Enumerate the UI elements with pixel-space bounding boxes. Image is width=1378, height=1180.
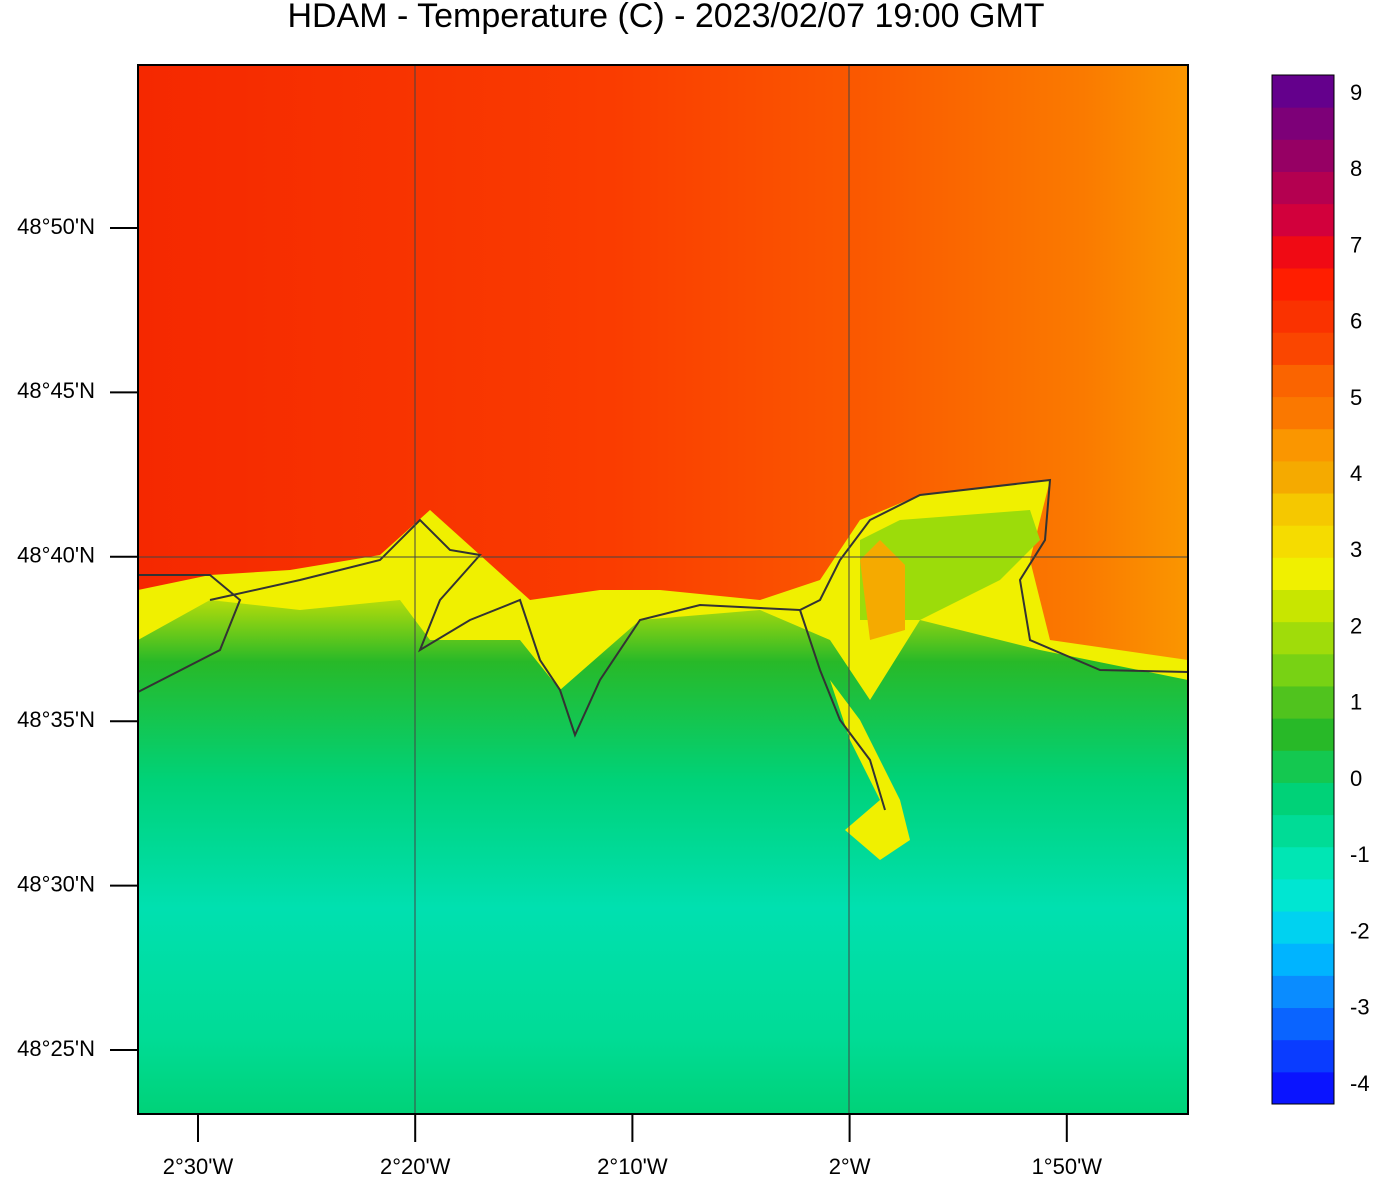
colorbar-segment	[1272, 782, 1334, 816]
colorbar-label: 6	[1350, 309, 1362, 334]
title: HDAM - Temperature (C) - 2023/02/07 19:0…	[287, 0, 1044, 35]
y-tick-label: 48°25'N	[17, 1036, 95, 1061]
colorbar: 9 8 7 6 5 4 3 2 1 0 -1 -2 -3 -4	[1271, 74, 1370, 1105]
x-tick-label: 2°30'W	[163, 1154, 234, 1179]
colorbar-frame	[1271, 74, 1335, 1105]
colorbar-segment	[1272, 396, 1334, 430]
x-tick-label: 1°50'W	[1032, 1154, 1103, 1179]
colorbar-segment	[1272, 975, 1334, 1009]
land-field	[138, 600, 1188, 1114]
colorbar-segment	[1272, 718, 1334, 751]
land-patch	[860, 540, 905, 640]
colorbar-label: 3	[1350, 537, 1362, 562]
x-tick-label: 2°10'W	[597, 1154, 668, 1179]
colorbar-label: -3	[1350, 995, 1370, 1020]
colorbar-label: 8	[1350, 156, 1362, 181]
colorbar-segment	[1272, 203, 1334, 237]
colorbar-label: -2	[1350, 918, 1370, 943]
land-patch	[830, 680, 910, 860]
coastline	[799, 609, 886, 811]
colorbar-label: 1	[1350, 690, 1362, 715]
colorbar-label: 0	[1350, 766, 1362, 791]
colorbar-segment	[1272, 653, 1334, 687]
colorbar-segment	[1272, 364, 1334, 398]
colorbar-segment	[1272, 685, 1334, 719]
colorbar-label: -1	[1350, 842, 1370, 867]
colorbar-segment	[1272, 750, 1334, 783]
colorbar-segment	[1272, 621, 1334, 655]
colorbar-segment	[1272, 171, 1334, 205]
colorbar-segment	[1272, 75, 1334, 108]
colorbar-label: 7	[1350, 232, 1362, 257]
colorbar-label: -4	[1350, 1071, 1370, 1096]
colorbar-segment	[1272, 589, 1334, 623]
y-tick-label: 48°30'N	[17, 871, 95, 896]
colorbar-segment	[1272, 107, 1334, 140]
coastline	[209, 478, 1189, 738]
colorbar-segment	[1272, 139, 1334, 172]
colorbar-segment	[1272, 878, 1334, 912]
coastline	[137, 574, 242, 693]
colorbar-segment	[1272, 1071, 1334, 1105]
y-tick-label: 48°40'N	[17, 543, 95, 568]
colorbar-segment	[1272, 300, 1334, 333]
colorbar-label: 5	[1350, 385, 1362, 410]
colorbar-segment	[1272, 557, 1334, 590]
colorbar-segment	[1272, 846, 1334, 880]
colorbar-label: 9	[1350, 80, 1362, 105]
colorbar-segment	[1272, 1007, 1334, 1041]
colorbar-label: 4	[1350, 461, 1362, 486]
colorbar-segment	[1272, 525, 1334, 558]
colorbar-segment	[1272, 235, 1334, 269]
colorbar-segment	[1272, 943, 1334, 976]
colorbar-segment	[1272, 493, 1334, 526]
x-tick-label: 2°W	[829, 1154, 871, 1179]
colorbar-segment	[1272, 428, 1334, 462]
colorbar-segment	[1272, 460, 1334, 494]
colorbar-segment	[1272, 911, 1334, 944]
x-tick-label: 2°20'W	[380, 1154, 451, 1179]
colorbar-segment	[1272, 332, 1334, 365]
colorbar-label: 2	[1350, 613, 1362, 638]
y-tick-label: 48°50'N	[17, 214, 95, 239]
y-tick-label: 48°35'N	[17, 707, 95, 732]
y-tick-label: 48°45'N	[17, 378, 95, 403]
axes: 48°50'N 48°45'N 48°40'N 48°35'N 48°30'N 48°25…	[17, 214, 1102, 1179]
colorbar-segment	[1272, 814, 1334, 848]
map	[137, 64, 1189, 1115]
colorbar-segment	[1272, 1039, 1334, 1073]
colorbar-segment	[1272, 267, 1334, 301]
map-frame	[137, 64, 1189, 1115]
